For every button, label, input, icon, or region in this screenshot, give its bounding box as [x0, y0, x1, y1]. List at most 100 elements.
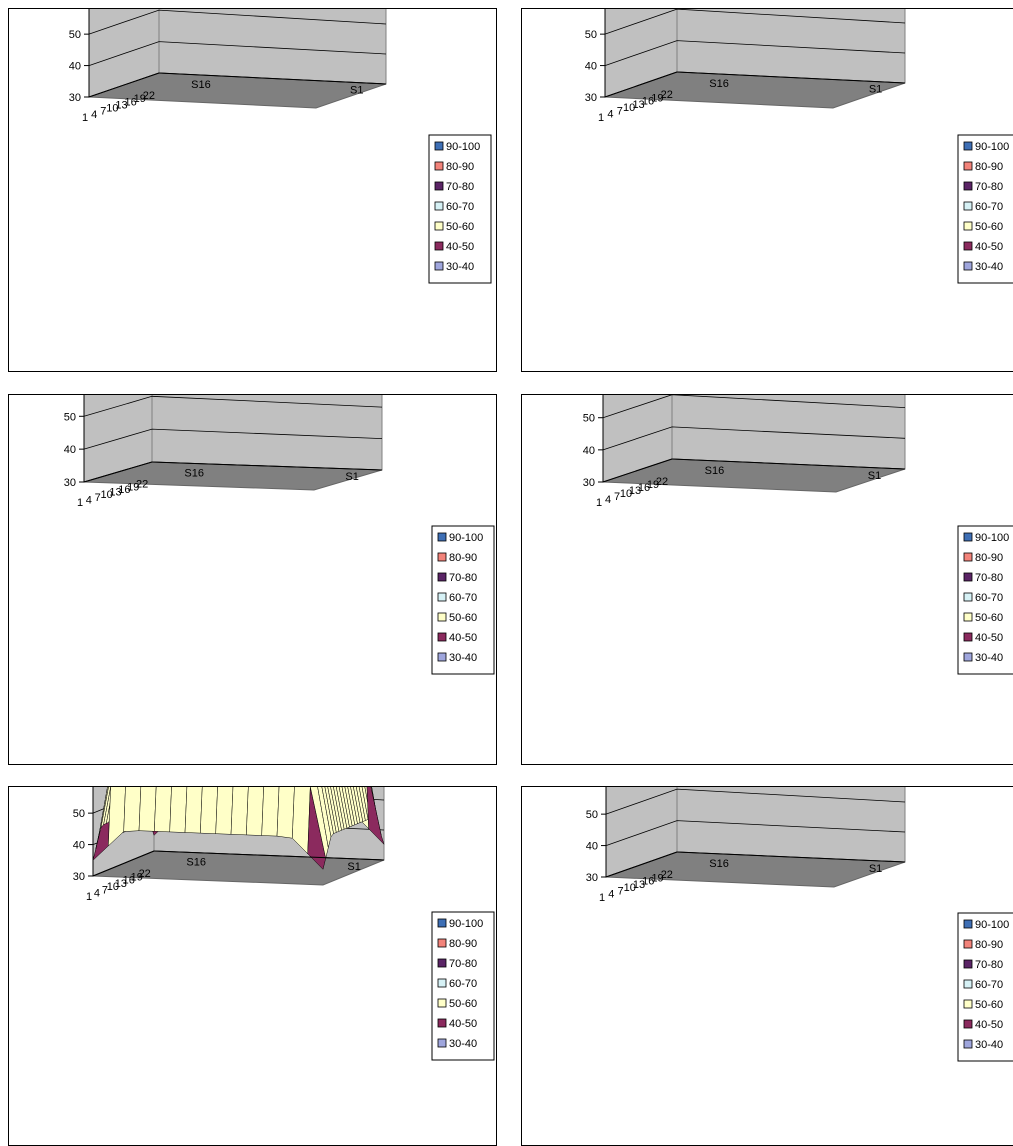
legend-label: 80-90: [449, 552, 477, 564]
surface-skirt: [625, 787, 628, 871]
legend-swatch: [963, 572, 973, 582]
legend-label: 90-100: [975, 532, 1009, 544]
legend-swatch: [963, 241, 973, 251]
legend-label: 40-50: [975, 632, 1003, 644]
z-tick-label: 60: [73, 787, 85, 789]
surface-skirt: [126, 9, 129, 85]
surface-skirt: [101, 825, 104, 873]
legend-label: 70-80: [975, 181, 1003, 193]
legend-label: 30-40: [449, 1038, 477, 1050]
surface-skirt: [669, 395, 672, 460]
side-wall: [676, 9, 906, 84]
legend-swatch: [437, 652, 447, 662]
surface-skirt: [143, 395, 146, 465]
surface-skirt: [631, 787, 634, 868]
legend-swatch: [437, 572, 447, 582]
legend-swatch: [963, 939, 973, 949]
side-wall: [158, 9, 387, 85]
chart-svg: 0 hours at 37 C with a lid10090807060504…: [585, 9, 1013, 284]
surface-skirt: [153, 9, 156, 75]
surface-skirt: [606, 395, 609, 481]
y-axis: [671, 458, 906, 470]
x-tick-label: 19: [127, 481, 139, 493]
surface-skirt: [143, 808, 146, 855]
legend-label: 60-70: [449, 978, 477, 990]
legend-swatch: [963, 201, 973, 211]
legend-label: 50-60: [449, 998, 477, 1010]
surface-skirt: [110, 9, 113, 90]
legend-swatch: [437, 592, 447, 602]
legend-label: 30-40: [975, 652, 1003, 664]
legend-swatch: [963, 999, 973, 1009]
surface-skirt: [665, 9, 668, 76]
chart-panel-24h-lid: 24 hours at 37 C with a lid1009080706050…: [521, 786, 1013, 1146]
surface-skirt: [655, 787, 658, 860]
x-tick-label: 10: [620, 488, 632, 500]
legend-swatch: [963, 221, 973, 231]
surface-skirt: [661, 9, 664, 77]
surface-skirt: [129, 9, 132, 83]
legend-label: 80-90: [975, 161, 1003, 173]
surface-skirt: [108, 395, 111, 475]
x-tick-label: 22: [661, 89, 673, 101]
surface-skirt: [140, 395, 143, 466]
x-tick-label: 19: [651, 872, 663, 884]
z-tick-label: 50: [585, 29, 597, 41]
x-tick-label: 19: [131, 871, 143, 883]
surface-skirt: [606, 787, 609, 877]
x-tick-label: 7: [95, 492, 101, 504]
surface-skirt: [640, 787, 643, 865]
x-axis: [88, 72, 160, 98]
legend-label: 90-100: [449, 918, 483, 930]
z-tick-label: 30: [69, 92, 81, 104]
surface-skirt: [639, 395, 642, 470]
x-tick-label: 22: [656, 476, 668, 488]
y-tick-label: S16: [709, 78, 729, 90]
x-tick-label: 22: [661, 869, 673, 881]
surface-skirt: [643, 787, 646, 864]
surface-skirt: [657, 395, 660, 464]
surface-cell: [154, 787, 172, 833]
surface-skirt: [646, 787, 649, 863]
gridline: [604, 9, 906, 35]
surface-skirt: [122, 816, 125, 864]
surface-cell: [138, 787, 157, 832]
x-tick-label: 4: [605, 494, 611, 506]
legend-swatch: [963, 552, 973, 562]
gridline: [88, 9, 387, 35]
surface-skirt: [630, 395, 633, 473]
z-tick-label: 50: [73, 808, 85, 820]
surface-skirt: [642, 395, 645, 469]
surface-skirt: [649, 9, 652, 82]
x-tick-label: 13: [632, 99, 644, 111]
surface-skirt: [652, 9, 655, 81]
y-tick-label: S16: [191, 79, 211, 91]
surface-skirt: [101, 9, 104, 93]
legend-swatch: [963, 652, 973, 662]
chart-panel-7h-lid: 7 hours at 37 C with a lid10090807060504…: [521, 394, 1013, 765]
gridline: [88, 41, 387, 66]
surface-skirt: [98, 9, 101, 94]
legend-label: 50-60: [975, 612, 1003, 624]
x-tick-label: 4: [91, 109, 97, 121]
gridline: [83, 428, 383, 450]
legend-label: 60-70: [449, 592, 477, 604]
z-tick-label: 40: [64, 444, 76, 456]
surface-skirt: [84, 395, 87, 482]
surface-skirt: [665, 787, 668, 856]
y-tick-label: S1: [869, 863, 882, 875]
legend-label: 70-80: [449, 958, 477, 970]
surface-skirt: [612, 787, 615, 875]
legend-label: 40-50: [446, 241, 474, 253]
surface-cell: [200, 787, 218, 834]
y-axis: [153, 850, 385, 861]
x-tick-label: 16: [125, 96, 137, 108]
surface-cell: [246, 787, 264, 836]
x-axis: [605, 851, 678, 878]
legend-label: 40-50: [449, 1018, 477, 1030]
x-tick-label: 13: [115, 878, 127, 890]
z-tick-label: 40: [585, 61, 597, 73]
z-tick-label: 50: [586, 809, 598, 821]
chart-svg: 24 hours at 37 C without a lid1009080706…: [73, 787, 495, 1061]
side-wall: [676, 787, 906, 863]
